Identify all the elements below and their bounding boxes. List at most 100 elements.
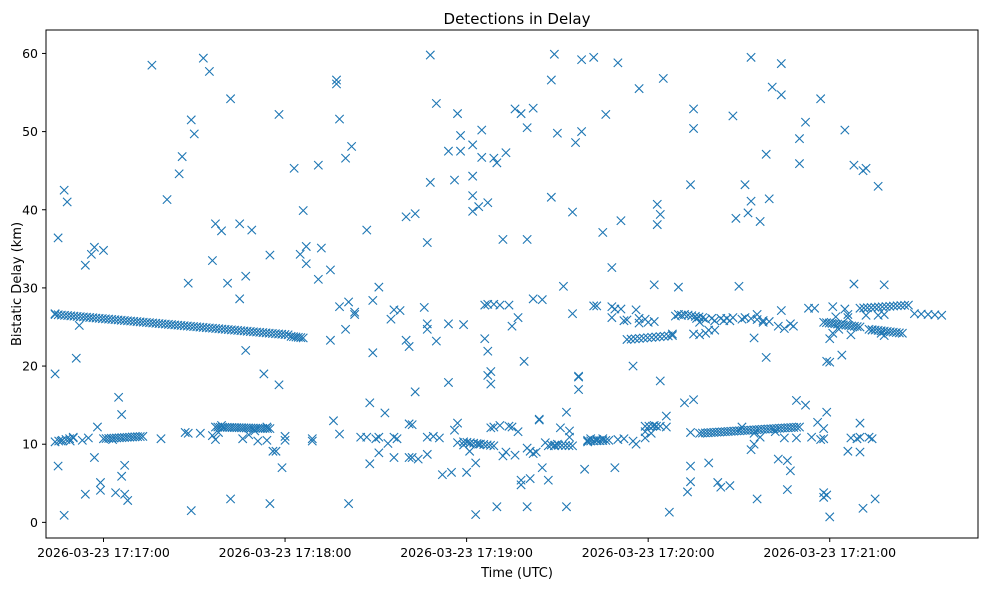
- data-point-267: [59, 510, 69, 520]
- data-point-551: [682, 487, 693, 497]
- data-point-411: [452, 109, 463, 119]
- data-point-398: [425, 177, 435, 187]
- data-point-608: [782, 484, 792, 495]
- data-point-612: [788, 321, 799, 331]
- data-point-549: [676, 310, 687, 320]
- data-point-148: [937, 310, 947, 320]
- data-point-510: [607, 313, 617, 323]
- data-point-656: [861, 310, 871, 320]
- data-point-547: [673, 309, 684, 320]
- data-point-536: [649, 420, 659, 431]
- data-point-597: [761, 149, 771, 159]
- data-point-436: [486, 423, 496, 433]
- data-point-259: [792, 422, 802, 432]
- data-point-453: [507, 321, 517, 331]
- data-point-472: [534, 414, 544, 424]
- data-point-408: [449, 425, 460, 435]
- data-point-652: [855, 447, 865, 457]
- y-tick-label-6: 60: [22, 46, 38, 61]
- data-point-650: [855, 432, 865, 442]
- data-point-333: [274, 109, 284, 119]
- data-point-426: [474, 202, 484, 212]
- data-point-487: [561, 407, 572, 417]
- data-point-387: [407, 420, 417, 430]
- data-point-399: [428, 431, 438, 441]
- data-point-633: [825, 512, 835, 522]
- data-point-263: [53, 461, 63, 471]
- data-point-312: [216, 420, 227, 431]
- data-point-569: [710, 325, 720, 335]
- data-point-319: [241, 345, 251, 356]
- data-point-262: [50, 369, 60, 379]
- data-point-377: [389, 432, 399, 442]
- data-point-628: [819, 423, 829, 434]
- data-point-600: [770, 427, 780, 437]
- data-point-630: [822, 356, 832, 366]
- data-point-555: [685, 427, 696, 438]
- data-point-501: [583, 435, 593, 445]
- data-point-493: [570, 137, 581, 148]
- data-point-639: [837, 350, 847, 360]
- data-point-620: [806, 432, 817, 442]
- data-point-89: [655, 332, 665, 342]
- data-point-150: [54, 436, 64, 446]
- data-point-455: [510, 450, 520, 460]
- data-point-326: [262, 435, 272, 445]
- data-point-394: [422, 319, 432, 329]
- data-point-304: [198, 53, 208, 63]
- data-point-604: [776, 59, 786, 69]
- data-point-380: [395, 305, 405, 316]
- data-point-485: [555, 423, 566, 433]
- data-point-602: [773, 321, 783, 331]
- data-point-469: [528, 294, 538, 304]
- data-point-352: [334, 114, 345, 124]
- data-point-336: [280, 431, 290, 441]
- data-point-635: [828, 328, 838, 338]
- data-point-316: [235, 219, 245, 229]
- data-point-568: [710, 316, 720, 326]
- data-point-306: [207, 255, 218, 266]
- data-point-325: [259, 369, 269, 379]
- data-point-330: [268, 446, 278, 456]
- data-point-331: [271, 446, 281, 456]
- data-point-219: [604, 435, 614, 445]
- data-point-414: [455, 146, 466, 156]
- data-point-396: [422, 449, 432, 459]
- data-point-277: [86, 249, 96, 259]
- data-point-378: [389, 452, 399, 463]
- data-point-298: [183, 428, 193, 438]
- data-point-582: [737, 314, 747, 324]
- data-point-444: [495, 300, 505, 310]
- data-point-560: [691, 313, 702, 323]
- data-point-369: [371, 434, 381, 444]
- data-point-273: [77, 435, 87, 445]
- data-point-559: [688, 123, 699, 134]
- data-point-363: [362, 432, 372, 442]
- data-point-594: [755, 432, 765, 442]
- plot-frame: [45, 29, 979, 539]
- x-tick-label-0: 2026-03-23 17:17:00: [37, 545, 170, 560]
- data-point-338: [295, 249, 305, 259]
- data-point-347: [325, 335, 336, 345]
- data-point-403: [437, 470, 447, 480]
- data-point-82: [626, 334, 636, 344]
- data-point-490: [564, 426, 575, 436]
- data-point-643: [843, 313, 853, 323]
- data-point-210: [564, 441, 574, 451]
- data-point-658: [867, 325, 877, 335]
- data-point-260: [794, 422, 805, 432]
- data-point-634: [825, 334, 835, 344]
- data-point-606: [779, 433, 789, 443]
- data-points: [50, 49, 947, 522]
- y-tick-label-0: 0: [30, 515, 38, 530]
- data-point-405: [443, 146, 454, 156]
- data-point-655: [861, 163, 871, 173]
- data-point-297: [180, 427, 190, 438]
- data-point-649: [852, 434, 862, 444]
- data-point-391: [419, 302, 429, 313]
- data-point-659: [867, 434, 877, 444]
- data-point-428: [477, 152, 487, 162]
- data-point-357: [344, 297, 354, 307]
- data-point-448: [501, 447, 511, 457]
- data-point-143: [897, 328, 907, 338]
